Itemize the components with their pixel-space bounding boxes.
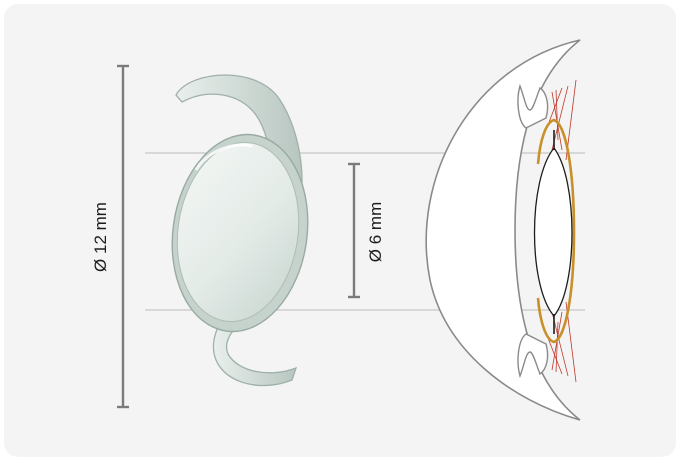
eye-shell (425, 39, 581, 421)
upper-iris (517, 83, 549, 129)
lens-optic (176, 141, 300, 323)
overall-diameter-dimension (117, 64, 129, 409)
eye-cross-section (425, 39, 581, 421)
overall-diameter-label: Ø 12 mm (91, 202, 110, 272)
intraocular-lens (171, 74, 309, 387)
natural-lens (533, 146, 573, 318)
lens-highlight (194, 143, 253, 171)
lower-iris (517, 333, 549, 379)
optic-diameter-dimension (348, 162, 360, 299)
optic-diameter-label: Ø 6 mm (366, 202, 385, 262)
implant-upper-arc (536, 118, 576, 233)
implant-lower-arc (536, 231, 576, 344)
